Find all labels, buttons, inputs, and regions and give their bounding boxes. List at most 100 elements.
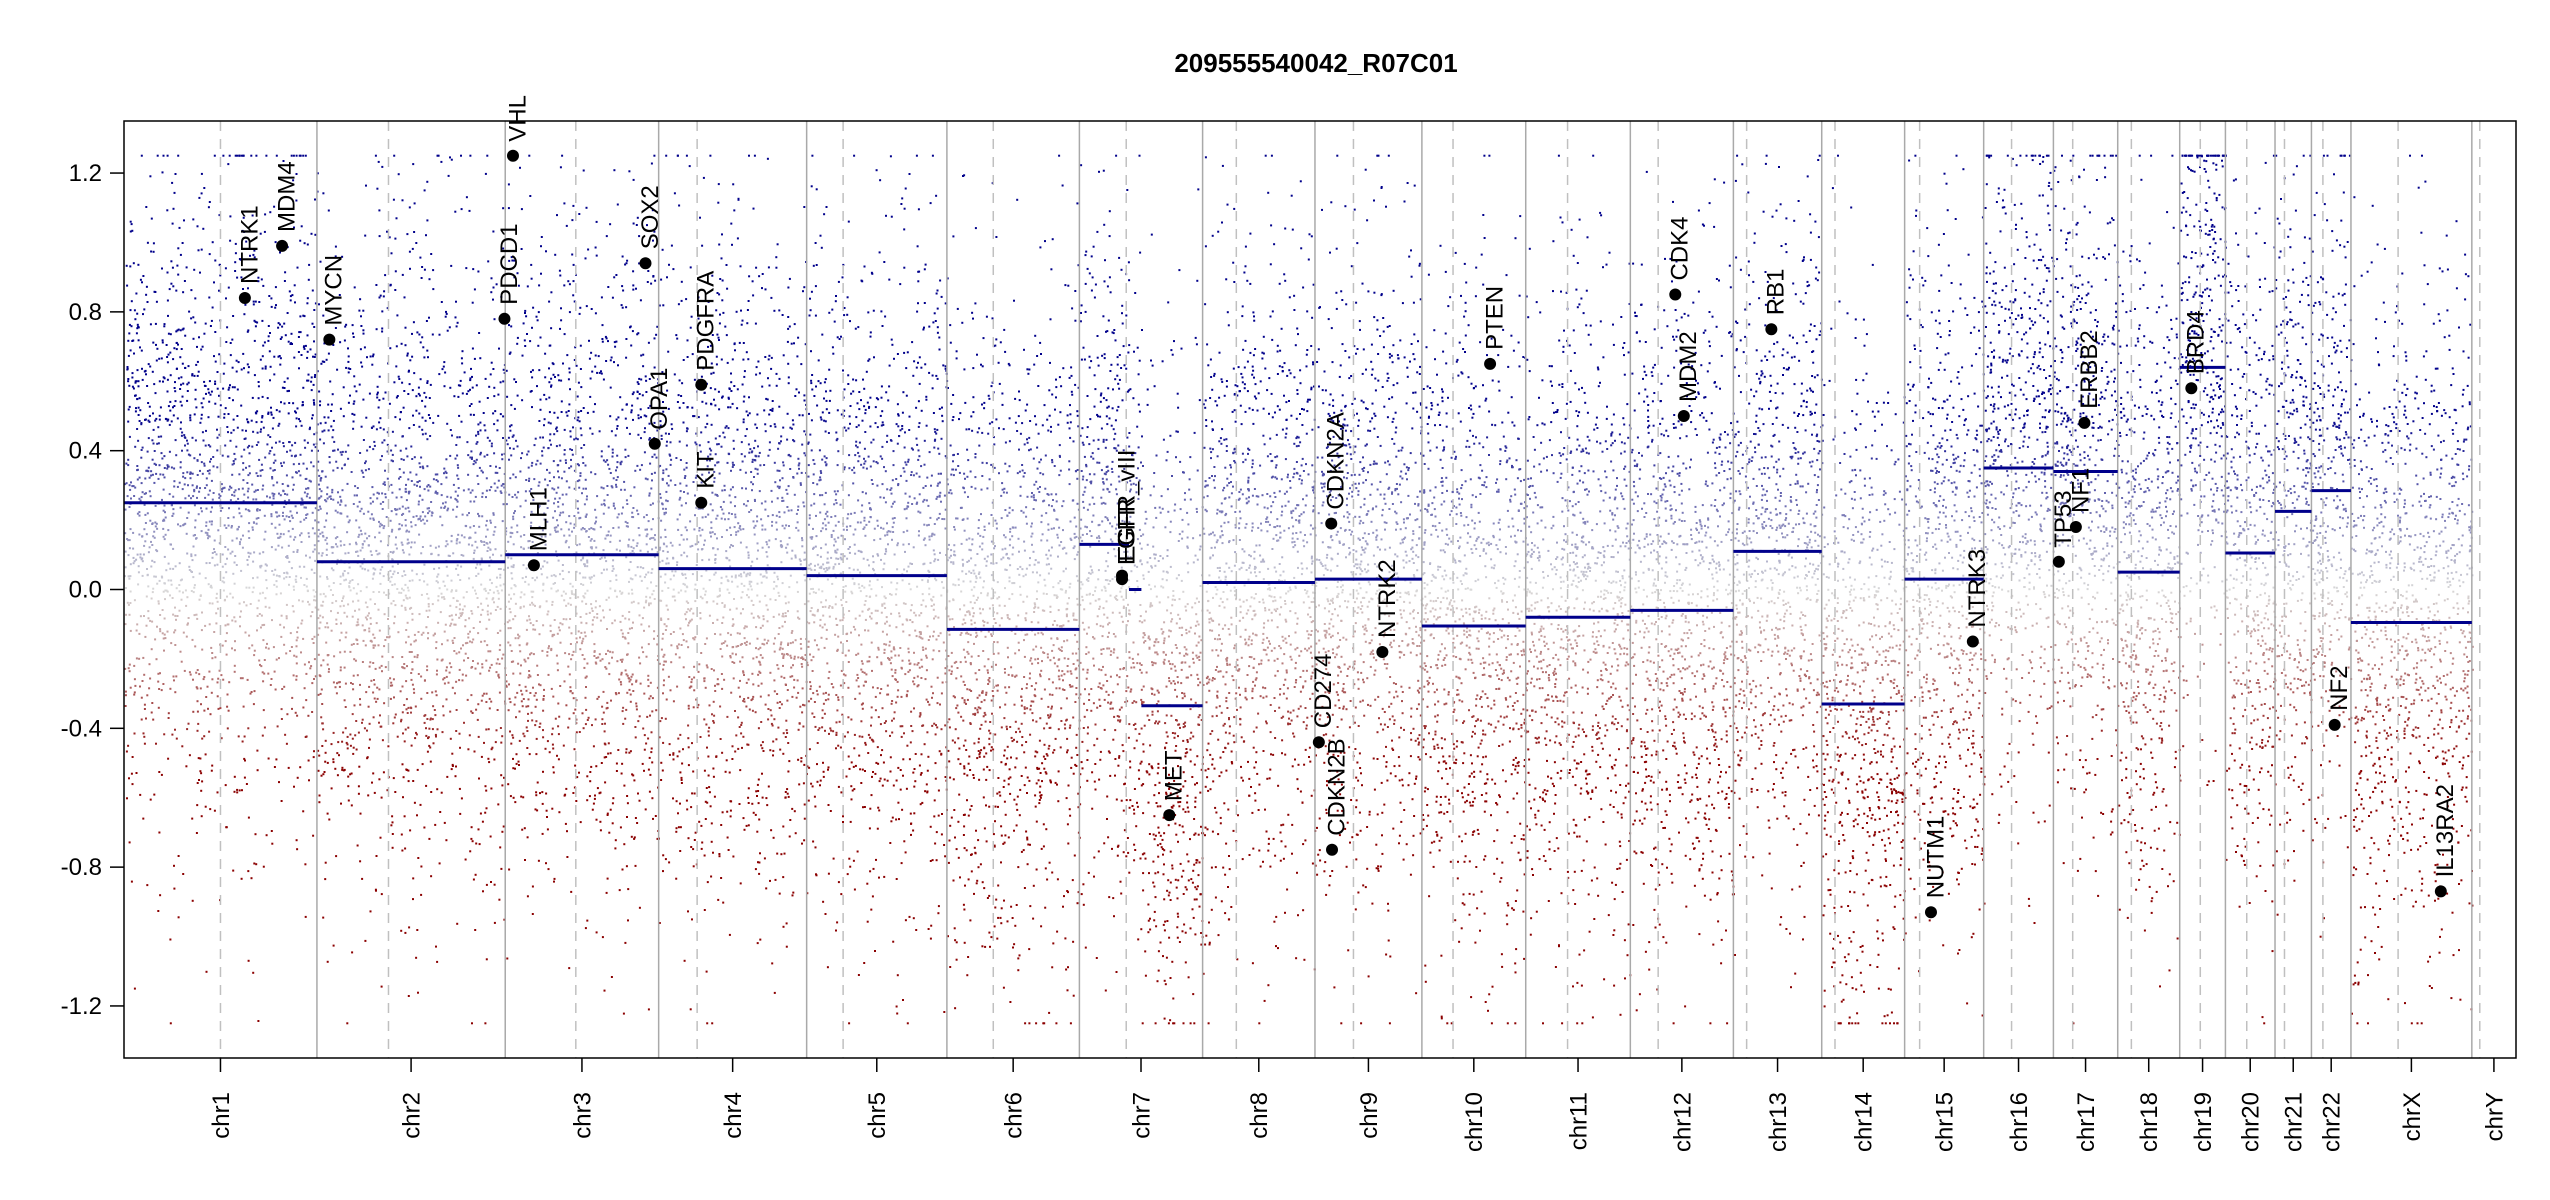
probe-point [556,662,559,665]
probe-point [163,633,166,636]
probe-point [241,740,244,743]
probe-point [454,490,457,493]
probe-point [219,274,222,277]
probe-point [142,275,145,277]
probe-point [322,659,325,662]
probe-point [231,550,234,553]
probe-point [653,538,656,541]
probe-point [575,731,578,734]
probe-point [395,496,398,499]
probe-point [260,626,262,629]
probe-point [593,616,596,619]
probe-point [308,603,311,606]
probe-point [130,497,132,500]
probe-point [386,230,388,233]
probe-point [343,650,346,653]
probe-point [444,470,447,473]
probe-point [428,609,431,612]
probe-point [155,742,157,745]
probe-point [446,543,449,546]
probe-point [532,628,535,631]
probe-point [435,673,438,676]
probe-point [600,572,603,575]
probe-point [320,664,323,667]
probe-point [332,344,335,346]
probe-point [155,417,158,420]
probe-point [458,668,461,671]
probe-point [319,692,322,695]
probe-point [638,799,641,802]
probe-point [453,650,456,652]
probe-point [771,400,774,402]
probe-point [324,626,327,629]
probe-point [136,327,139,330]
probe-point [508,697,511,700]
probe-point [291,527,294,530]
probe-point [488,489,491,492]
probe-point [553,633,556,636]
probe-point [590,308,593,310]
probe-point [287,530,290,533]
probe-point [450,264,453,267]
probe-point [152,587,155,590]
probe-point [405,447,408,450]
probe-point [332,731,335,734]
probe-point [421,266,424,268]
probe-point [611,296,614,299]
probe-point [360,315,362,318]
probe-point [276,515,279,518]
probe-point [228,488,231,491]
probe-point [526,747,529,749]
probe-point [546,576,549,579]
probe-point [233,462,235,465]
probe-point [359,510,362,513]
probe-point [522,698,525,700]
probe-point [583,503,586,506]
probe-point [490,442,493,445]
probe-point [200,510,203,513]
probe-point [344,463,346,466]
probe-point [591,432,594,435]
probe-point [707,730,710,733]
probe-point [582,407,585,409]
probe-point [373,697,376,700]
probe-point [293,654,296,657]
probe-point [402,599,405,602]
probe-point [360,469,363,472]
probe-point [619,461,622,464]
probe-point [523,534,526,536]
probe-point [488,707,491,710]
probe-point [323,360,326,363]
probe-point [367,569,370,572]
probe-point [259,469,262,472]
probe-point [764,703,767,706]
probe-point [381,524,383,527]
probe-point [146,573,149,576]
probe-point [444,315,447,318]
probe-point [208,472,211,475]
probe-point [551,743,554,746]
probe-point [404,487,407,490]
probe-point [479,620,481,623]
probe-point [445,675,448,678]
probe-point [173,887,176,890]
probe-point [596,371,599,374]
probe-point [283,402,286,405]
probe-point [297,336,300,338]
probe-point [610,976,613,978]
probe-point [765,797,768,800]
probe-point [318,474,321,477]
probe-point [160,435,163,438]
probe-point [136,369,139,372]
probe-point [355,638,358,641]
probe-point [296,631,299,634]
probe-point [720,824,723,826]
probe-point [311,417,313,420]
probe-point [370,679,373,682]
probe-point [311,322,314,325]
probe-point [234,555,237,557]
probe-point [469,630,471,633]
probe-point [136,398,139,400]
probe-point [389,551,392,553]
probe-point [240,538,242,541]
